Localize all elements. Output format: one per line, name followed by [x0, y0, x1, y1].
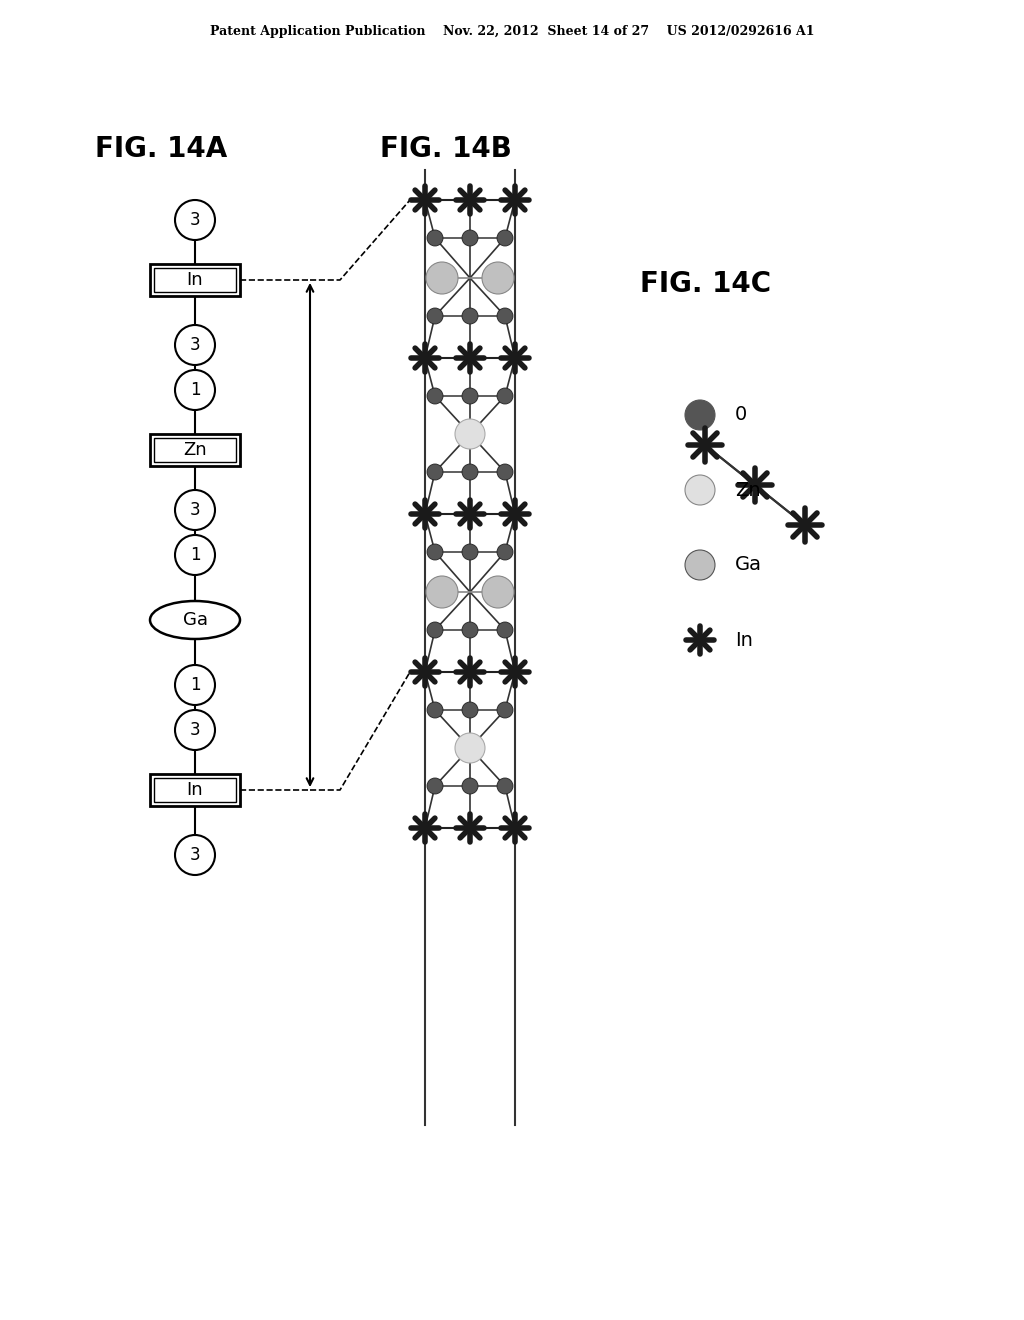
Circle shape: [427, 544, 443, 560]
Text: 3: 3: [189, 337, 201, 354]
Ellipse shape: [150, 601, 240, 639]
Circle shape: [462, 388, 478, 404]
Circle shape: [466, 668, 474, 676]
Circle shape: [511, 668, 519, 676]
Circle shape: [482, 261, 514, 294]
Circle shape: [175, 325, 215, 366]
Circle shape: [175, 710, 215, 750]
Circle shape: [175, 370, 215, 411]
Circle shape: [497, 544, 513, 560]
FancyBboxPatch shape: [154, 438, 236, 462]
Circle shape: [482, 576, 514, 609]
Text: Ga: Ga: [182, 611, 208, 630]
Circle shape: [497, 230, 513, 246]
Circle shape: [427, 388, 443, 404]
Text: 3: 3: [189, 211, 201, 228]
Circle shape: [175, 201, 215, 240]
Circle shape: [421, 824, 429, 832]
Circle shape: [427, 308, 443, 323]
Circle shape: [175, 535, 215, 576]
Circle shape: [426, 576, 458, 609]
Circle shape: [427, 465, 443, 480]
Circle shape: [175, 836, 215, 875]
Text: FIG. 14B: FIG. 14B: [380, 135, 512, 162]
Circle shape: [427, 777, 443, 795]
Circle shape: [462, 308, 478, 323]
Text: In: In: [186, 781, 204, 799]
FancyBboxPatch shape: [154, 268, 236, 292]
Circle shape: [455, 418, 485, 449]
Text: 3: 3: [189, 721, 201, 739]
Circle shape: [751, 480, 759, 488]
FancyBboxPatch shape: [150, 264, 240, 296]
Circle shape: [462, 702, 478, 718]
Text: 0: 0: [735, 405, 748, 425]
Circle shape: [421, 510, 429, 517]
Text: In: In: [735, 631, 753, 649]
Circle shape: [511, 195, 519, 205]
Circle shape: [462, 230, 478, 246]
Circle shape: [701, 441, 709, 449]
Circle shape: [685, 400, 715, 430]
Circle shape: [511, 824, 519, 832]
Text: In: In: [186, 271, 204, 289]
Circle shape: [466, 354, 474, 362]
Text: 1: 1: [189, 676, 201, 694]
Circle shape: [427, 622, 443, 638]
FancyBboxPatch shape: [150, 774, 240, 807]
Circle shape: [685, 475, 715, 506]
Circle shape: [466, 195, 474, 205]
Circle shape: [466, 510, 474, 517]
Text: FIG. 14A: FIG. 14A: [95, 135, 227, 162]
Circle shape: [421, 354, 429, 362]
Circle shape: [427, 230, 443, 246]
Circle shape: [497, 777, 513, 795]
Circle shape: [427, 702, 443, 718]
Circle shape: [462, 622, 478, 638]
FancyBboxPatch shape: [150, 434, 240, 466]
Text: 3: 3: [189, 846, 201, 865]
Text: 3: 3: [189, 502, 201, 519]
Circle shape: [685, 550, 715, 579]
Circle shape: [175, 665, 215, 705]
Circle shape: [462, 465, 478, 480]
Text: Ga: Ga: [735, 556, 762, 574]
Circle shape: [466, 824, 474, 832]
Circle shape: [511, 354, 519, 362]
Circle shape: [497, 702, 513, 718]
Text: Zn: Zn: [183, 441, 207, 459]
Circle shape: [801, 521, 809, 529]
Circle shape: [175, 490, 215, 531]
Circle shape: [497, 388, 513, 404]
Circle shape: [455, 733, 485, 763]
Circle shape: [497, 308, 513, 323]
Circle shape: [462, 777, 478, 795]
Circle shape: [511, 510, 519, 517]
Circle shape: [421, 668, 429, 676]
FancyBboxPatch shape: [154, 777, 236, 803]
Text: FIG. 14C: FIG. 14C: [640, 271, 771, 298]
Text: 1: 1: [189, 546, 201, 564]
Circle shape: [696, 636, 705, 644]
Circle shape: [497, 465, 513, 480]
Text: Zn: Zn: [735, 480, 761, 499]
Circle shape: [426, 261, 458, 294]
Text: Patent Application Publication    Nov. 22, 2012  Sheet 14 of 27    US 2012/02926: Patent Application Publication Nov. 22, …: [210, 25, 814, 38]
Circle shape: [421, 195, 429, 205]
Circle shape: [462, 544, 478, 560]
Circle shape: [497, 622, 513, 638]
Text: 1: 1: [189, 381, 201, 399]
